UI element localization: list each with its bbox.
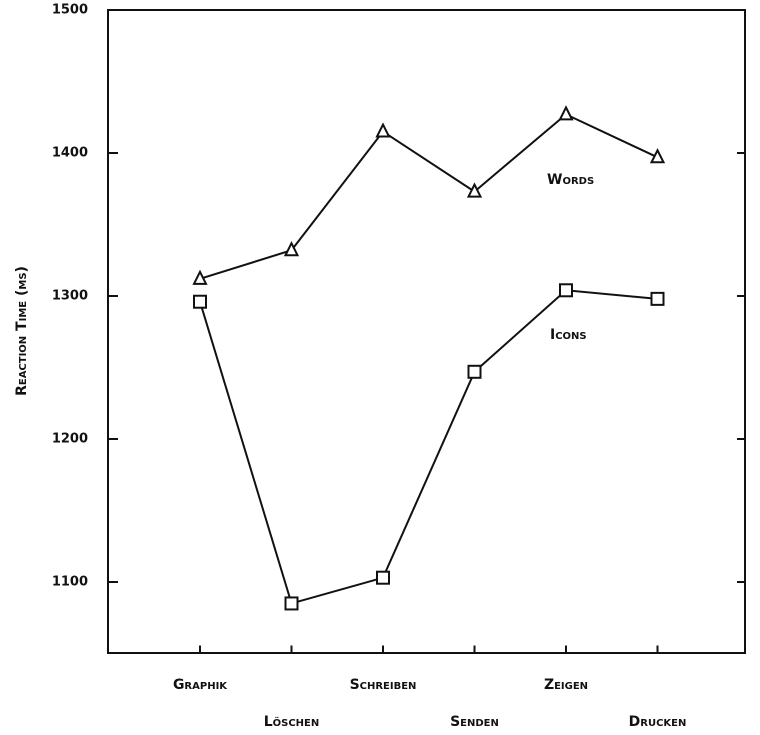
marker (650, 291, 665, 306)
marker (649, 148, 666, 164)
marker (284, 596, 299, 611)
marker (466, 182, 483, 198)
line (199, 289, 658, 605)
marker (193, 294, 207, 309)
y-tick-label: 1100 (52, 575, 88, 590)
y-tick-label: 1400 (52, 146, 88, 161)
x-tick-label: Schreiben (350, 677, 417, 693)
x-tick-label: Graphik (173, 677, 228, 693)
marker (559, 283, 573, 298)
line (199, 113, 658, 280)
marker (558, 105, 574, 121)
x-tick-label: Löschen (264, 714, 320, 730)
marker (375, 122, 391, 138)
marker (192, 269, 208, 285)
x-tick-label: Drucken (629, 714, 687, 730)
x-tick-label: Senden (450, 714, 499, 730)
marker (376, 570, 390, 585)
plot-frame (107, 9, 746, 654)
y-axis-label: Reaction Time (ms) (14, 266, 30, 396)
series-label: Words (547, 172, 594, 188)
marker (283, 241, 300, 257)
series-label: Icons (550, 327, 587, 343)
y-tick-label: 1300 (52, 289, 88, 304)
marker (467, 364, 482, 379)
y-tick-label: 1200 (52, 432, 88, 447)
x-tick-label: Zeigen (544, 677, 588, 693)
y-tick-label: 1500 (52, 3, 88, 18)
